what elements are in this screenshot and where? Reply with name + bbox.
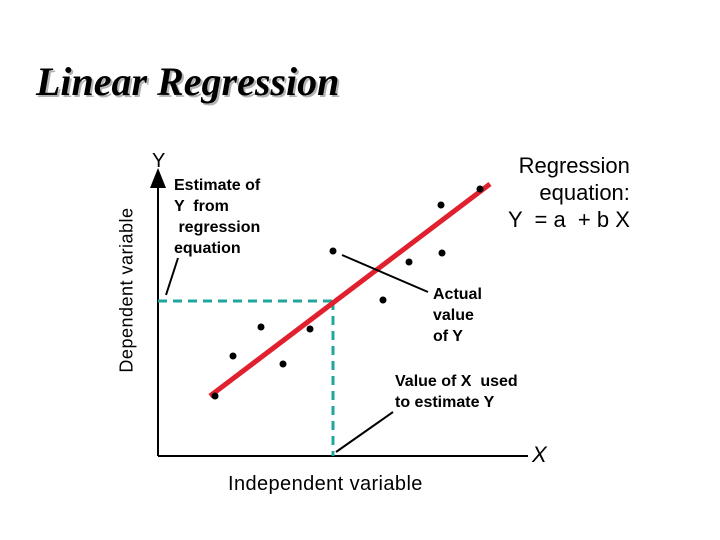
x-used-annotation: Value of X used to estimate Y (395, 371, 518, 413)
equation-line-1: Regression (518, 153, 630, 178)
data-point (329, 247, 337, 255)
data-point (229, 352, 237, 360)
estimate-line-1: Estimate of (174, 177, 261, 194)
estimate-line-3: regression (174, 219, 261, 236)
data-point (476, 185, 484, 193)
estimate-pointer-line (165, 257, 179, 296)
data-point (306, 325, 314, 333)
data-point (438, 249, 446, 257)
equation-line-3: Y = a + b X (508, 207, 630, 232)
data-point (405, 258, 413, 266)
y-axis-letter: Y (152, 150, 166, 172)
actual-line-1: Actual (433, 286, 482, 303)
x-axis-title: Independent variable (228, 473, 423, 495)
regression-equation: Regression equation: Y = a + b X (508, 152, 630, 233)
data-point (279, 360, 287, 368)
data-point (257, 323, 265, 331)
data-point (211, 392, 219, 400)
y-axis-title: Dependent variable (116, 207, 137, 373)
x-used-line-2: to estimate Y (395, 394, 495, 411)
actual-value-annotation: Actual value of Y (433, 284, 482, 347)
actual-pointer-line (341, 254, 429, 293)
x-used-pointer-line (335, 411, 394, 453)
equation-line-2: equation: (539, 180, 630, 205)
x-axis-letter: X (532, 442, 547, 467)
estimate-line-2: Y from (174, 198, 229, 215)
regression-line (208, 182, 492, 398)
data-point (379, 296, 387, 304)
data-points (211, 185, 484, 400)
actual-line-3: of Y (433, 328, 463, 345)
data-point (437, 201, 445, 209)
estimate-line-4: equation (174, 240, 241, 257)
slide-title: Linear Regression (36, 59, 340, 104)
x-used-line-1: Value of X used (395, 373, 518, 390)
estimate-annotation: Estimate of Y from regression equation (174, 175, 260, 259)
actual-line-2: value (433, 307, 474, 324)
